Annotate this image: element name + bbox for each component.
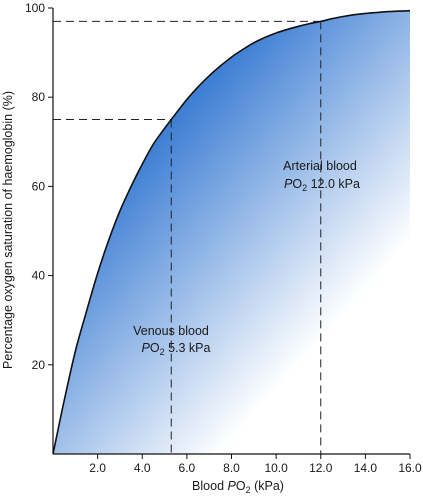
x-tick-label: 8.0 <box>223 461 240 475</box>
venous-label: Venous blood <box>133 324 209 338</box>
y-tick-label: 80 <box>32 90 46 104</box>
venous-value-sub-base: O <box>150 341 160 355</box>
venous-value-subscript: 2 <box>160 347 165 357</box>
y-tick-label: 40 <box>32 269 46 283</box>
arterial-value-sub-base: O <box>292 177 302 191</box>
y-axis-title: Percentage oxygen saturation of haemoglo… <box>1 91 15 369</box>
x-tick-label: 6.0 <box>179 461 196 475</box>
arterial-value-subscript: 2 <box>302 183 307 193</box>
y-tick-label: 100 <box>25 1 45 15</box>
y-tick-label: 60 <box>32 179 46 193</box>
arterial-value: PO2 12.0 kPa <box>284 177 360 193</box>
x-axis-title: Blood PO2 (kPa) <box>192 479 284 495</box>
x-axis-title-sub-base: O <box>236 479 246 493</box>
arterial-label: Arterial blood <box>283 159 357 173</box>
x-tick-label: 10.0 <box>264 461 288 475</box>
x-axis-title-prefix: Blood <box>192 479 227 493</box>
arterial-value-number: 12.0 kPa <box>307 177 360 191</box>
x-axis-title-italic: P <box>228 479 237 493</box>
y-tick-label: 20 <box>32 358 46 372</box>
venous-value-italic: P <box>142 341 151 355</box>
x-tick-label: 12.0 <box>309 461 333 475</box>
venous-value: PO2 5.3 kPa <box>142 341 211 357</box>
x-tick-label: 16.0 <box>398 461 422 475</box>
venous-value-number: 5.3 kPa <box>165 341 211 355</box>
x-tick-label: 4.0 <box>134 461 151 475</box>
x-tick-label: 14.0 <box>354 461 378 475</box>
arterial-value-italic: P <box>284 177 293 191</box>
x-tick-label: 2.0 <box>89 461 106 475</box>
dissociation-curve <box>52 9 411 455</box>
curve-fill-area <box>53 10 410 454</box>
x-axis-title-subscript: 2 <box>246 485 251 495</box>
x-axis-title-suffix: (kPa) <box>251 479 284 493</box>
